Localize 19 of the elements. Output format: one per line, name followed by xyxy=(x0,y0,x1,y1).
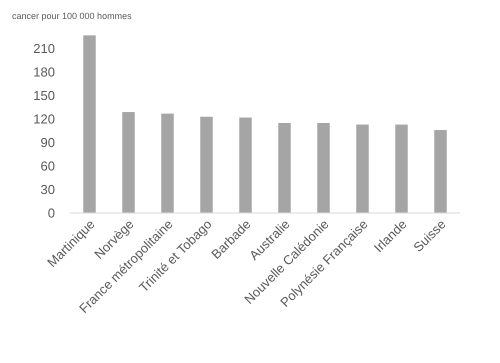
bar xyxy=(278,123,291,213)
y-axis-title: cancer pour 100 000 hommes xyxy=(12,11,132,21)
bar xyxy=(356,124,369,213)
bar xyxy=(317,123,330,213)
y-tick-label: 120 xyxy=(33,112,55,127)
bar xyxy=(161,114,174,213)
y-tick-label: 180 xyxy=(33,64,55,80)
bar xyxy=(434,130,447,213)
bar xyxy=(239,118,252,213)
y-tick-label: 0 xyxy=(48,206,55,221)
bar xyxy=(83,35,96,213)
bar xyxy=(122,112,135,213)
y-tick-label: 30 xyxy=(40,182,55,198)
y-tick-label: 90 xyxy=(40,135,55,150)
y-tick-label: 150 xyxy=(33,88,55,104)
bar xyxy=(200,116,213,213)
bar xyxy=(395,124,408,213)
y-tick-label: 60 xyxy=(40,158,55,174)
y-tick-label: 210 xyxy=(33,41,55,56)
